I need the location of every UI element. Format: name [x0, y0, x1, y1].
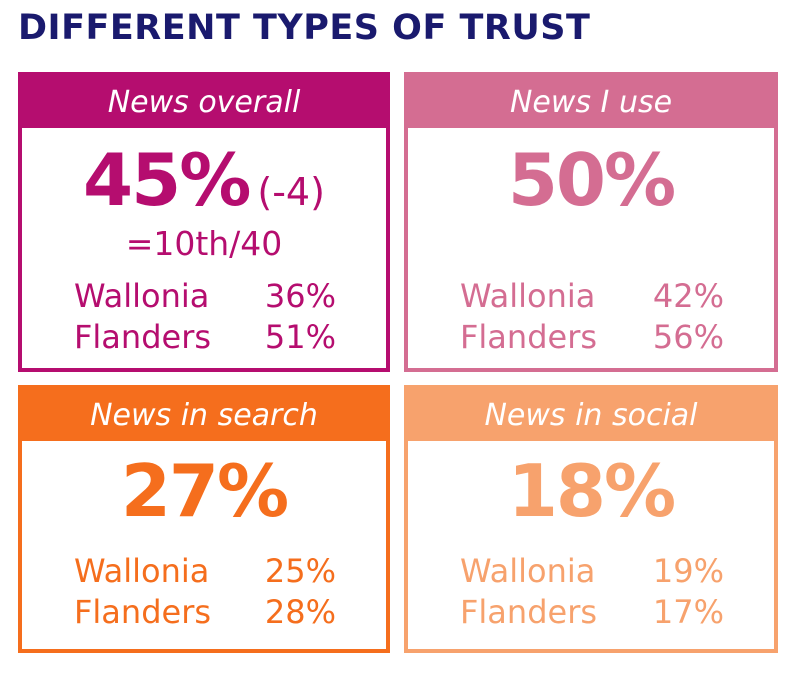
region-list: Wallonia 42% Flanders 56% — [460, 276, 724, 358]
region-name: Flanders — [74, 593, 212, 631]
region-value: 17% — [652, 593, 724, 631]
card-news-overall: News overall 45% (-4) =10th/40 Wallonia 3… — [18, 72, 390, 372]
region-value: 36% — [264, 277, 336, 315]
region-name: Wallonia — [74, 552, 210, 590]
trust-value: 45% (-4) — [22, 138, 386, 222]
region-value: 42% — [652, 277, 724, 315]
region-value: 28% — [264, 593, 336, 631]
region-name: Wallonia — [460, 552, 596, 590]
trust-value: 18% — [408, 449, 774, 533]
trust-value: 50% — [408, 138, 774, 222]
region-row-wallonia: Wallonia 42% — [460, 276, 724, 317]
region-value: 25% — [264, 552, 336, 590]
card-heading: News in search — [22, 389, 386, 441]
trust-percentage: 45% — [83, 138, 251, 222]
region-row-flanders: Flanders 17% — [460, 592, 724, 633]
trust-percentage: 27% — [120, 449, 289, 533]
region-value: 19% — [652, 552, 724, 590]
trust-value: 27% — [22, 449, 386, 533]
card-heading: News in social — [408, 389, 774, 441]
region-list: Wallonia 25% Flanders 28% — [74, 551, 336, 633]
region-row-flanders: Flanders 56% — [460, 317, 724, 358]
trust-percentage: 50% — [507, 138, 676, 222]
region-name: Flanders — [460, 593, 598, 631]
card-news-in-social: News in social 18% Wallonia 19% Flanders… — [404, 385, 778, 653]
region-row-wallonia: Wallonia 36% — [74, 276, 336, 317]
trust-percentage: 18% — [507, 449, 676, 533]
region-row-wallonia: Wallonia 25% — [74, 551, 336, 592]
region-list: Wallonia 36% Flanders 51% — [74, 276, 336, 358]
region-row-flanders: Flanders 28% — [74, 592, 336, 633]
region-name: Flanders — [460, 318, 598, 356]
region-list: Wallonia 19% Flanders 17% — [460, 551, 724, 633]
card-heading: News overall — [22, 76, 386, 128]
region-name: Wallonia — [460, 277, 596, 315]
page-title: DIFFERENT TYPES OF TRUST — [18, 8, 591, 48]
region-value: 51% — [264, 318, 336, 356]
card-heading: News I use — [408, 76, 774, 128]
card-news-i-use: News I use 50% Wallonia 42% Flanders 56% — [404, 72, 778, 372]
region-row-wallonia: Wallonia 19% — [460, 551, 724, 592]
trust-rank: =10th/40 — [125, 224, 283, 263]
trust-change: (-4) — [257, 170, 325, 214]
card-news-in-search: News in search 27% Wallonia 25% Flanders… — [18, 385, 390, 653]
region-name: Wallonia — [74, 277, 210, 315]
region-value: 56% — [652, 318, 724, 356]
region-name: Flanders — [74, 318, 212, 356]
region-row-flanders: Flanders 51% — [74, 317, 336, 358]
